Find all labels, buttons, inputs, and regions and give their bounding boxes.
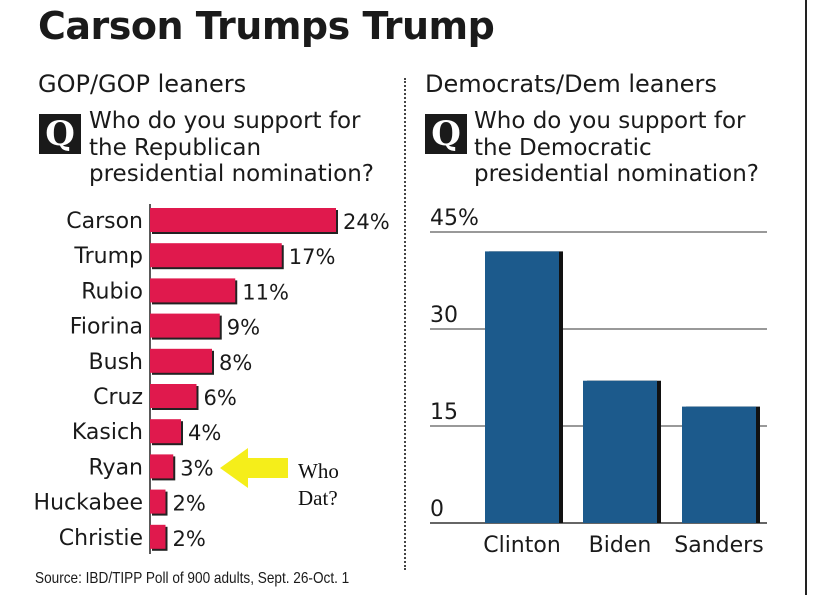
dem-question: Who do you support for the Democratic pr… (474, 108, 784, 188)
gop-category-label: Ryan (88, 455, 143, 480)
dem-bar (485, 251, 559, 523)
gop-question: Who do you support for the Republican pr… (89, 108, 394, 188)
dem-category-label: Biden (589, 533, 652, 558)
annotation-line: Dat? (298, 486, 338, 510)
source-note: Source: IBD/TIPP Poll of 900 adults, Sep… (35, 570, 350, 587)
dem-bar-shadow (686, 406, 760, 523)
dem-question-line: presidential nomination? (474, 161, 759, 187)
gop-category-label: Carson (66, 209, 143, 234)
gop-value-label: 8% (219, 351, 252, 375)
gop-category-label: Bush (89, 350, 143, 375)
gop-value-label: 2% (173, 492, 206, 516)
dem-ytick-label: 15 (430, 400, 458, 425)
gop-value-label: 6% (204, 386, 237, 410)
gop-value-label: 3% (180, 456, 213, 480)
gop-category-label: Huckabee (34, 491, 143, 516)
gop-category-label: Christie (59, 526, 143, 551)
gop-value-label: 9% (227, 316, 260, 340)
gop-category-label: Fiorina (70, 315, 143, 340)
dem-category-label: Clinton (483, 533, 561, 558)
gop-bar (150, 384, 197, 408)
dem-ytick-label: 45% (430, 206, 479, 231)
gop-bar (150, 208, 336, 232)
dem-question-line: the Democratic (474, 134, 652, 161)
gop-question-badge-icon: Q (39, 114, 81, 154)
gop-value-label: 24% (343, 210, 390, 234)
dem-bar (583, 380, 657, 523)
gop-section-header: GOP/GOP leaners (38, 70, 247, 98)
gop-question-line: the Republican (89, 134, 262, 161)
gop-value-label: 11% (242, 280, 289, 304)
gop-bar (150, 313, 220, 338)
dem-bar-shadow (489, 251, 563, 523)
gop-value-label: 2% (173, 527, 206, 551)
section-divider (404, 78, 406, 570)
gop-bar (150, 243, 282, 268)
gop-bar (150, 419, 181, 444)
gop-bar (150, 278, 236, 303)
gop-bar (150, 454, 174, 479)
dem-ytick-label: 30 (430, 303, 458, 328)
gop-bar (150, 524, 166, 549)
gop-question-line: Who do you support for (89, 108, 361, 134)
gop-question-line: presidential nomination? (89, 161, 374, 187)
dem-question-badge-icon: Q (425, 114, 467, 154)
yellow-arrow-icon (220, 448, 288, 488)
gop-category-label: Trump (73, 244, 143, 269)
annotation-text: Who Dat? (298, 458, 339, 512)
gop-bar (150, 348, 212, 373)
dem-question-line: Who do you support for (474, 108, 746, 134)
gop-bar-chart: Carson 24% Trump 17% Rubio 11% Fiorina 9% Bush 8%… (34, 204, 390, 554)
frame-border (805, 0, 807, 595)
annotation-line: Who (298, 459, 339, 483)
dem-bar-shadow (587, 380, 661, 523)
gop-bar (150, 489, 166, 514)
dem-bar (682, 406, 756, 523)
gop-category-label: Rubio (81, 279, 143, 304)
dem-ytick-label: 0 (430, 497, 444, 522)
dem-section-header: Democrats/Dem leaners (425, 70, 717, 98)
chart-title: Carson Trumps Trump (38, 4, 495, 48)
gop-value-label: 17% (289, 245, 336, 269)
gop-value-label: 4% (188, 421, 221, 445)
gop-category-label: Kasich (72, 420, 143, 445)
dem-category-label: Sanders (674, 533, 763, 558)
gop-category-label: Cruz (93, 385, 143, 410)
